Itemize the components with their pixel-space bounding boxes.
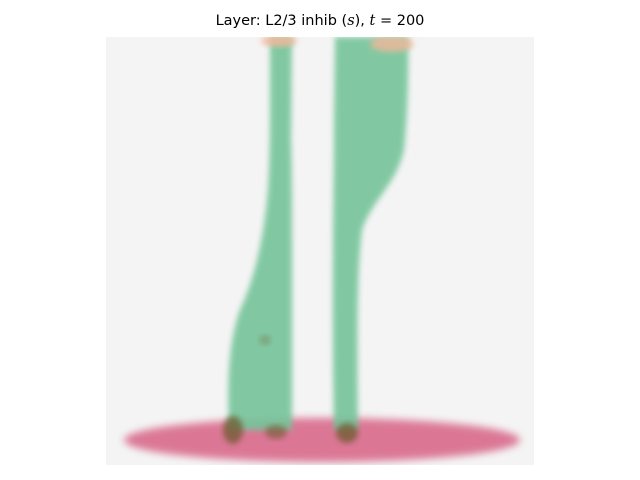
overlap-spot-3 (336, 423, 358, 443)
top-spot-left (261, 37, 297, 47)
top-spot-right (370, 37, 414, 52)
bottom-band-region (124, 418, 520, 462)
heatmap-background (106, 37, 534, 465)
title-middle: ), (354, 13, 370, 29)
overlap-spot-1 (223, 416, 243, 444)
overlap-spot-2 (265, 425, 287, 439)
title-value: = 200 (375, 13, 425, 29)
title-variable-s: s (347, 13, 355, 29)
title-prefix: Layer: L2/3 inhib ( (215, 13, 348, 29)
chart-title: Layer: L2/3 inhib (s), t = 200 (0, 13, 640, 29)
right-vertical-band-region (332, 37, 409, 430)
title-variable-t: t (369, 13, 376, 29)
faint-spot (259, 335, 271, 345)
left-vertical-band-region (228, 37, 292, 430)
